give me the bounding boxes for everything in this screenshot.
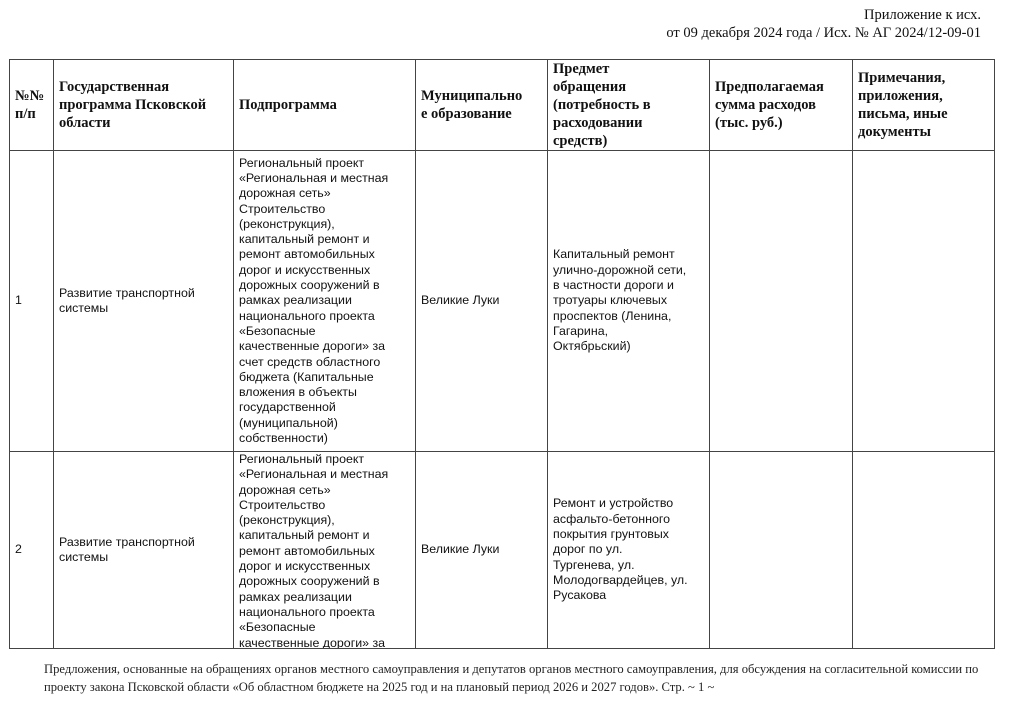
column-header-amount: Предполагаемая сумма расходов (тыс. руб.… <box>709 59 853 151</box>
document-reference: от 09 декабря 2024 года / Исх. № АГ 2024… <box>666 25 981 41</box>
column-header-number: №№ п/п <box>9 59 54 151</box>
cell-number: 1 <box>9 150 54 452</box>
cell-subject: Ремонт и устройство асфальто-бетонного п… <box>547 451 710 649</box>
cell-municipality: Великие Луки <box>415 451 548 649</box>
cell-notes <box>852 150 995 452</box>
column-header-program: Государственная программа Псковской обла… <box>53 59 234 151</box>
cell-number: 2 <box>9 451 54 649</box>
proposals-table: №№ п/п Государственная программа Псковск… <box>9 59 995 649</box>
attachment-label: Приложение к исх. <box>864 7 981 23</box>
cell-notes <box>852 451 995 649</box>
table-row: 1 Развитие транспортной системы Регионал… <box>9 150 995 452</box>
cell-subprogram: Региональный проект «Региональная и мест… <box>233 150 416 452</box>
column-header-subprogram: Подпрограмма <box>233 59 416 151</box>
cell-municipality: Великие Луки <box>415 150 548 452</box>
cell-program: Развитие транспортной системы <box>53 150 234 452</box>
cell-subprogram: Региональный проект «Региональная и мест… <box>239 452 389 648</box>
column-header-municipality: Муниципально е образование <box>415 59 548 151</box>
column-header-subject: Предмет обращения (потребность в расходо… <box>547 59 710 151</box>
table-header-row: №№ п/п Государственная программа Псковск… <box>9 59 995 151</box>
page-footer: Предложения, основанные на обращениях ор… <box>44 662 979 694</box>
cell-program: Развитие транспортной системы <box>53 451 234 649</box>
cell-amount <box>709 150 853 452</box>
table-row: 2 Развитие транспортной системы Регионал… <box>9 451 995 649</box>
cell-subject: Капитальный ремонт улично-дорожной сети,… <box>547 150 710 452</box>
cell-amount <box>709 451 853 649</box>
column-header-notes: Примечания, приложения, письма, иные док… <box>852 59 995 151</box>
